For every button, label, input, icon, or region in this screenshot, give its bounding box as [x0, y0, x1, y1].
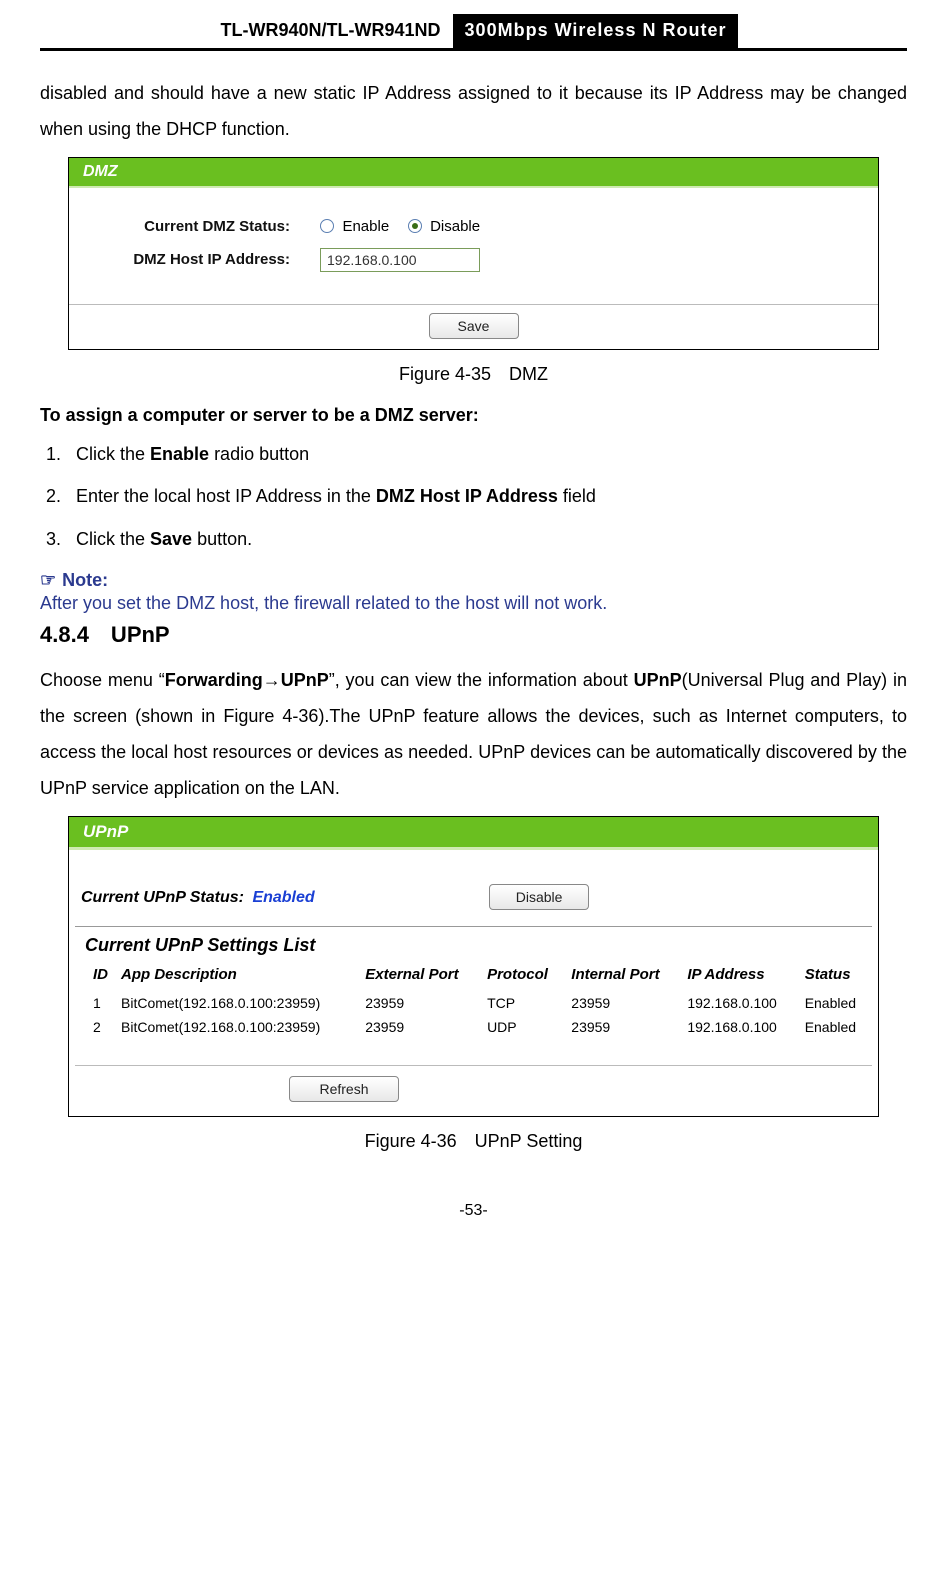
- dmz-caption: Figure 4-35 DMZ: [40, 364, 907, 385]
- step-3-b: Save: [150, 529, 192, 549]
- cell-proto: UDP: [481, 1015, 565, 1039]
- upnp-paragraph: Choose menu “Forwarding→UPnP”, you can v…: [40, 662, 907, 806]
- upnp-p-arrow: →: [263, 670, 281, 690]
- upnp-table-header-row: ID App Description External Port Protoco…: [75, 962, 872, 991]
- upnp-th-protocol: Protocol: [481, 962, 565, 991]
- table-row: 1 BitComet(192.168.0.100:23959) 23959 TC…: [75, 991, 872, 1015]
- cell-app: BitComet(192.168.0.100:23959): [115, 991, 359, 1015]
- upnp-p-d: ”, you can view the information about: [329, 670, 634, 690]
- upnp-p-b: Forwarding: [165, 670, 263, 690]
- cell-app: BitComet(192.168.0.100:23959): [115, 1015, 359, 1039]
- upnp-th-extport: External Port: [359, 962, 481, 991]
- step-3: Click the Save button.: [66, 525, 907, 554]
- table-row: 2 BitComet(192.168.0.100:23959) 23959 UD…: [75, 1015, 872, 1039]
- upnp-status-label: Current UPnP Status:: [81, 889, 244, 906]
- dmz-figure: DMZ Current DMZ Status: Enable Disable D…: [68, 157, 879, 350]
- assign-heading: To assign a computer or server to be a D…: [40, 405, 907, 426]
- step-1-c: radio button: [209, 444, 309, 464]
- note-label: ☞ Note:: [40, 570, 907, 591]
- intro-paragraph: disabled and should have a new static IP…: [40, 75, 907, 147]
- upnp-caption: Figure 4-36 UPnP Setting: [40, 1131, 907, 1152]
- header-model: TL-WR940N/TL-WR941ND: [209, 14, 453, 48]
- upnp-status-value: Enabled: [252, 889, 314, 906]
- hand-icon: ☞: [40, 570, 56, 590]
- dmz-ip-input[interactable]: [320, 248, 480, 272]
- step-2-c: field: [558, 486, 596, 506]
- header-product: 300Mbps Wireless N Router: [453, 14, 739, 48]
- step-1: Click the Enable radio button: [66, 440, 907, 469]
- step-2-b: DMZ Host IP Address: [376, 486, 558, 506]
- dmz-disable-radio[interactable]: [408, 219, 422, 233]
- upnp-th-status: Status: [799, 962, 872, 991]
- dmz-save-button[interactable]: Save: [429, 313, 519, 339]
- cell-ext: 23959: [359, 991, 481, 1015]
- upnp-th-id: ID: [75, 962, 115, 991]
- cell-int: 23959: [565, 1015, 681, 1039]
- dmz-steps-list: Click the Enable radio button Enter the …: [40, 440, 907, 554]
- step-1-b: Enable: [150, 444, 209, 464]
- dmz-enable-radio[interactable]: [320, 219, 334, 233]
- upnp-figure: UPnP Current UPnP Status: Enabled Disabl…: [68, 816, 879, 1117]
- cell-id: 1: [75, 991, 115, 1015]
- upnp-list-frame: Current UPnP Settings List ID App Descri…: [75, 926, 872, 1039]
- cell-proto: TCP: [481, 991, 565, 1015]
- upnp-list-title: Current UPnP Settings List: [75, 927, 872, 962]
- step-2-a: Enter the local host IP Address in the: [76, 486, 376, 506]
- upnp-panel-title: UPnP: [69, 817, 878, 850]
- dmz-enable-label: Enable: [342, 218, 389, 235]
- dmz-ip-label: DMZ Host IP Address:: [85, 251, 320, 268]
- step-3-c: button.: [192, 529, 252, 549]
- cell-id: 2: [75, 1015, 115, 1039]
- note-label-text: Note:: [62, 570, 108, 590]
- upnp-p-e: UPnP: [634, 670, 682, 690]
- page-number: -53-: [40, 1202, 907, 1220]
- upnp-p-a: Choose menu “: [40, 670, 165, 690]
- cell-status: Enabled: [799, 991, 872, 1015]
- dmz-status-label: Current DMZ Status:: [85, 218, 320, 235]
- upnp-toggle-button[interactable]: Disable: [489, 884, 589, 910]
- upnp-table: ID App Description External Port Protoco…: [75, 962, 872, 1039]
- upnp-th-intport: Internal Port: [565, 962, 681, 991]
- dmz-status-radios: Enable Disable: [320, 218, 494, 236]
- step-3-a: Click the: [76, 529, 150, 549]
- upnp-status-row: Current UPnP Status: Enabled Disable: [69, 850, 878, 926]
- note-text: After you set the DMZ host, the firewall…: [40, 593, 907, 614]
- step-1-a: Click the: [76, 444, 150, 464]
- cell-ext: 23959: [359, 1015, 481, 1039]
- upnp-p-c: UPnP: [281, 670, 329, 690]
- section-heading: 4.8.4 UPnP: [40, 622, 907, 648]
- cell-int: 23959: [565, 991, 681, 1015]
- upnp-refresh-button[interactable]: Refresh: [289, 1076, 399, 1102]
- cell-ip: 192.168.0.100: [681, 991, 798, 1015]
- dmz-panel-title: DMZ: [69, 158, 878, 188]
- upnp-th-appdesc: App Description: [115, 962, 359, 991]
- doc-header: TL-WR940N/TL-WR941ND 300Mbps Wireless N …: [40, 14, 907, 51]
- dmz-disable-label: Disable: [430, 218, 480, 235]
- upnp-th-ip: IP Address: [681, 962, 798, 991]
- upnp-p-g: Figure 4-36: [223, 706, 318, 726]
- cell-ip: 192.168.0.100: [681, 1015, 798, 1039]
- cell-status: Enabled: [799, 1015, 872, 1039]
- step-2: Enter the local host IP Address in the D…: [66, 482, 907, 511]
- header-rule: [40, 48, 907, 51]
